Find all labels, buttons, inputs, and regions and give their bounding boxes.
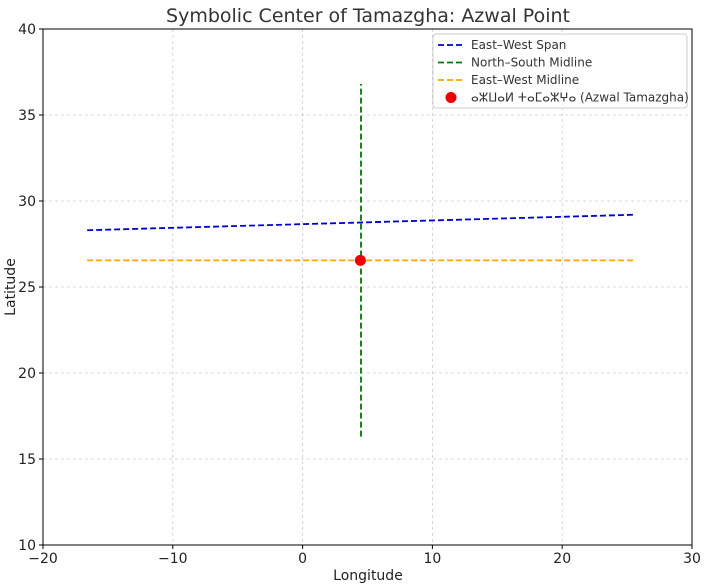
y-tick-label: 20 — [18, 366, 36, 382]
legend: East–West Span North–South Midline East–We… — [432, 33, 689, 109]
x-tick-label: −10 — [158, 551, 188, 567]
y-tick-label: 10 — [18, 538, 36, 554]
legend-label: East–West Midline — [471, 73, 579, 87]
legend-label: North–South Midline — [471, 56, 592, 70]
y-tick-label: 30 — [18, 194, 36, 210]
legend-box — [432, 33, 688, 109]
legend-label: East–West Span — [471, 38, 566, 52]
y-tick-label: 35 — [18, 108, 36, 124]
x-tick-label: −20 — [28, 551, 58, 567]
x-tick-label: 0 — [298, 551, 307, 567]
x-tick-label: 20 — [553, 551, 571, 567]
legend-label: ⴰⵣⵡⴰⵍ ⵜⴰⵎⴰⵣⵖⴰ (Azwal Tamazgha) — [471, 91, 689, 105]
series-line-0 — [87, 213, 634, 232]
x-axis-label: Longitude — [333, 568, 403, 584]
y-tick-label: 40 — [18, 22, 36, 38]
chart-title: Symbolic Center of Tamazgha: Azwal Point — [166, 5, 570, 27]
center-point-marker — [354, 254, 366, 266]
legend-marker — [445, 92, 457, 103]
y-axis-label: Latitude — [3, 258, 19, 316]
x-tick-label: 10 — [423, 551, 441, 567]
y-tick-label: 25 — [18, 280, 36, 296]
y-tick-label: 15 — [18, 452, 36, 468]
series-layer — [87, 84, 634, 437]
axis-ticks: −20 −10 0 10 20 30 10 15 20 25 30 35 40 — [18, 22, 701, 567]
x-tick-label: 30 — [683, 551, 701, 567]
